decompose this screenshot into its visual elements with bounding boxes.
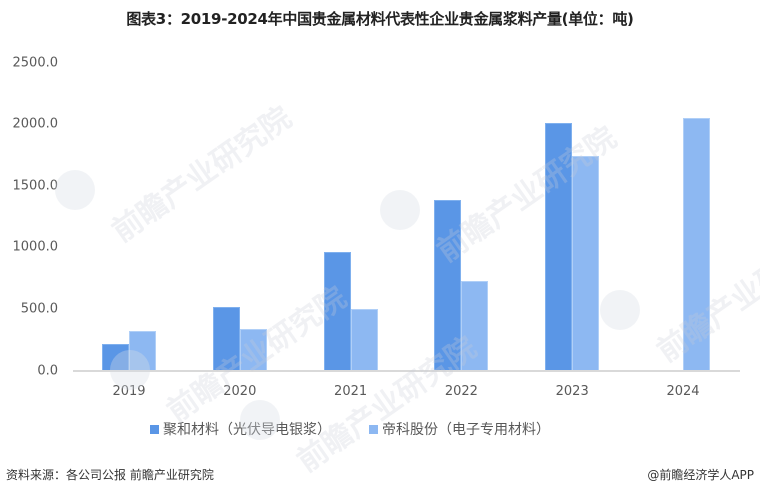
bar-series-1-2022[interactable] (434, 199, 462, 371)
legend-swatch-icon (150, 424, 159, 434)
x-tick-label: 2022 (444, 384, 478, 399)
source-note: 资料来源：各公司公报 前瞻产业研究院 (6, 468, 214, 482)
legend-swatch-icon (369, 424, 378, 434)
bar-series-1-2020[interactable] (212, 306, 240, 371)
y-tick-label: 500.0 (20, 301, 58, 317)
x-tick-label: 2021 (334, 384, 368, 399)
legend: 聚和材料（光伏导电银浆） 帝科股份（电子专用材料） (150, 419, 588, 439)
x-tick-label: 2020 (223, 384, 257, 399)
y-tick-label: 0.0 (37, 363, 58, 378)
x-tick-label: 2023 (555, 384, 589, 399)
x-axis-line (73, 370, 740, 372)
bar-series-2-2024[interactable] (683, 117, 710, 371)
legend-label: 聚和材料（光伏导电银浆） (163, 422, 331, 438)
x-tick-label: 2019 (112, 384, 146, 399)
bar-series-2-2022[interactable] (461, 281, 489, 371)
y-tick-label: 2000.0 (12, 116, 59, 132)
credit-note: @前瞻经济学人APP (647, 468, 754, 482)
plot-area: 0.0 500.0 1000.0 1500.0 2000.0 2500.0 2019 2020… (12, 55, 740, 399)
bar-series-1-2019[interactable] (102, 344, 129, 371)
bar-series-2-2023[interactable] (572, 156, 600, 371)
x-tick-label: 2024 (666, 384, 700, 399)
legend-item-series-2[interactable]: 帝科股份（电子专用材料） (369, 419, 550, 439)
legend-label: 帝科股份（电子专用材料） (382, 422, 550, 438)
bar-series-1-2023[interactable] (545, 123, 573, 371)
y-tick-label: 1500.0 (12, 178, 59, 194)
bar-series-2-2020[interactable] (239, 329, 267, 371)
legend-item-series-1[interactable]: 聚和材料（光伏导电银浆） (150, 419, 331, 439)
bar-series-2-2019[interactable] (129, 331, 156, 371)
y-tick-label: 1000.0 (12, 239, 59, 255)
bar-series-2-2021[interactable] (350, 308, 378, 371)
y-tick-label: 2500.0 (12, 55, 59, 70)
bar-series-1-2021[interactable] (323, 252, 351, 371)
chart-title: 图表3：2019-2024年中国贵金属材料代表性企业贵金属浆料产量(单位：吨) (126, 10, 634, 28)
